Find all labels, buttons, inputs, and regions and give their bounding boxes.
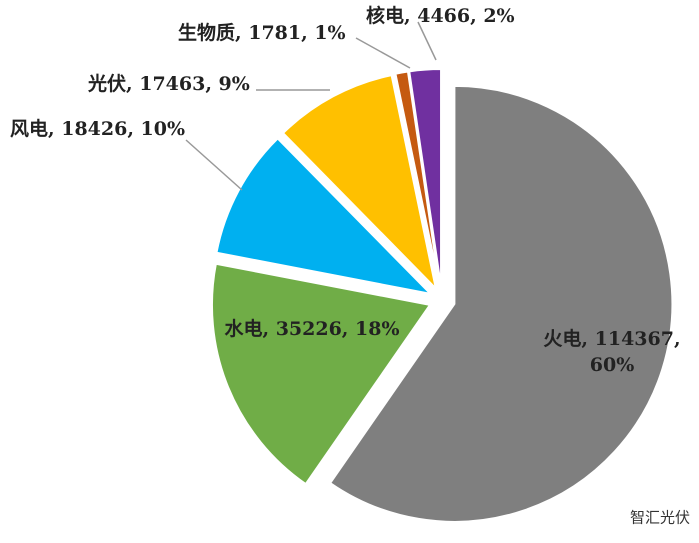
data-label: 核电, 4466, 2% — [366, 4, 515, 27]
data-label: 火电, 114367, 60% — [543, 327, 680, 376]
data-label: 水电, 35226, 18% — [224, 317, 399, 340]
data-label: 光伏, 17463, 9% — [87, 72, 250, 95]
pie-slice — [211, 262, 432, 486]
leader-line — [185, 139, 243, 191]
pie-slice — [215, 137, 434, 296]
leader-line — [355, 37, 411, 69]
data-label-line: 火电, 114367, — [543, 327, 680, 350]
pie-slice — [408, 68, 443, 288]
data-label: 生物质, 1781, 1% — [178, 21, 346, 44]
pie-slice — [281, 73, 438, 292]
watermark: 智汇光伏 — [630, 509, 690, 527]
pie-slice — [328, 84, 674, 523]
data-label: 风电, 18426, 10% — [10, 117, 185, 140]
pie-slice — [394, 70, 441, 288]
leader-line — [417, 21, 437, 61]
data-label-line: 60% — [590, 354, 635, 376]
